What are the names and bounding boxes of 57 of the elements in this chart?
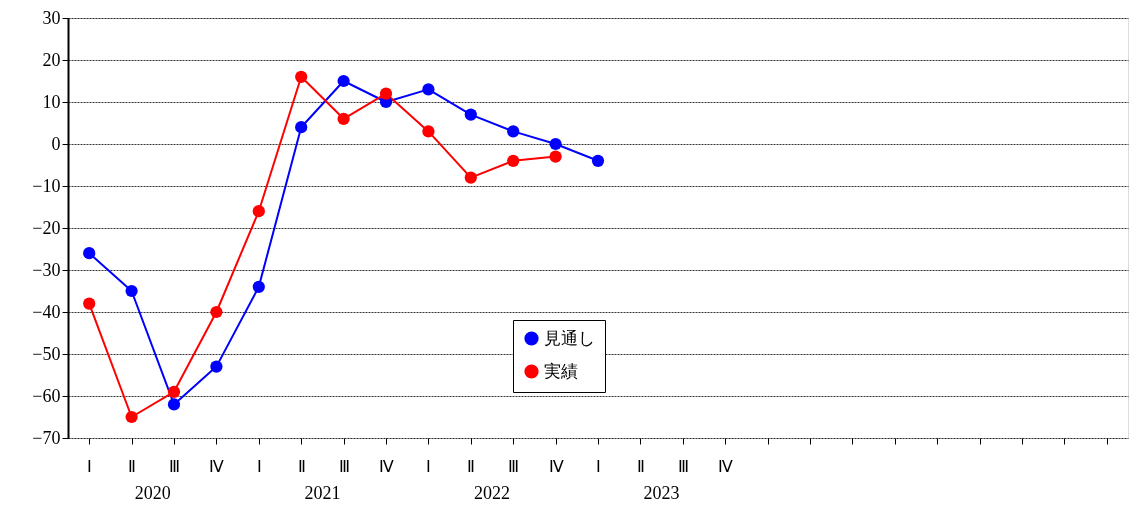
- legend-label: 実績: [544, 360, 578, 381]
- y-tick-label: −30: [32, 259, 61, 280]
- point: [507, 154, 520, 167]
- y-tick-label: −10: [32, 175, 61, 196]
- x-tick-label: Ⅰ: [256, 457, 262, 475]
- x-tick-label: Ⅳ: [718, 457, 734, 475]
- y-tick-label: −60: [32, 385, 61, 406]
- x-tick-label: Ⅳ: [209, 457, 225, 475]
- point: [295, 121, 308, 134]
- point: [210, 360, 223, 373]
- point: [252, 280, 265, 293]
- point: [167, 385, 181, 398]
- x-tick-label: Ⅲ: [677, 457, 689, 475]
- point: [295, 70, 308, 83]
- point: [464, 171, 477, 184]
- text: 2023: [643, 483, 680, 503]
- x-tick-label: Ⅲ: [508, 457, 520, 475]
- point: [507, 125, 520, 138]
- point: [125, 410, 138, 424]
- point: [125, 284, 138, 298]
- y-tick-label: −50: [32, 343, 61, 364]
- point: [167, 398, 181, 411]
- x-tick-label: Ⅱ: [128, 457, 137, 475]
- y-tick-label: 0: [51, 133, 61, 154]
- x-tick-label: Ⅰ: [596, 457, 601, 475]
- point: [83, 297, 96, 310]
- point: [549, 137, 562, 151]
- y-tick-label: 10: [42, 91, 61, 112]
- y-tick-label: 30: [42, 7, 61, 28]
- x-tick-label: Ⅱ: [467, 457, 476, 475]
- point: [422, 83, 435, 96]
- point: [591, 154, 605, 167]
- point: [337, 112, 350, 125]
- point: [210, 305, 223, 319]
- point: [83, 247, 96, 260]
- text: 2021: [304, 483, 341, 503]
- point: [252, 205, 265, 218]
- point: [464, 108, 477, 121]
- x-tick-label: Ⅱ: [297, 457, 306, 475]
- legend-label: 見通し: [544, 327, 595, 348]
- x-tick-label: Ⅰ: [426, 457, 432, 475]
- x-tick-label: Ⅳ: [548, 457, 564, 475]
- y-tick-label: −40: [32, 301, 61, 322]
- text: 2022: [474, 483, 510, 503]
- text: 2020: [134, 483, 171, 503]
- x-tick-label: Ⅰ: [87, 457, 93, 475]
- x-tick-label: Ⅱ: [636, 457, 645, 475]
- x-tick-label: Ⅲ: [338, 457, 350, 475]
- y-tick-label: 20: [42, 49, 61, 70]
- point: [422, 125, 435, 138]
- x-tick-label: Ⅲ: [169, 457, 180, 475]
- y-tick-label: −20: [32, 217, 61, 238]
- point: [379, 87, 393, 100]
- point: [549, 150, 562, 163]
- point: [337, 74, 350, 88]
- y-tick-label: −70: [32, 427, 61, 448]
- x-tick-label: Ⅳ: [379, 457, 394, 475]
